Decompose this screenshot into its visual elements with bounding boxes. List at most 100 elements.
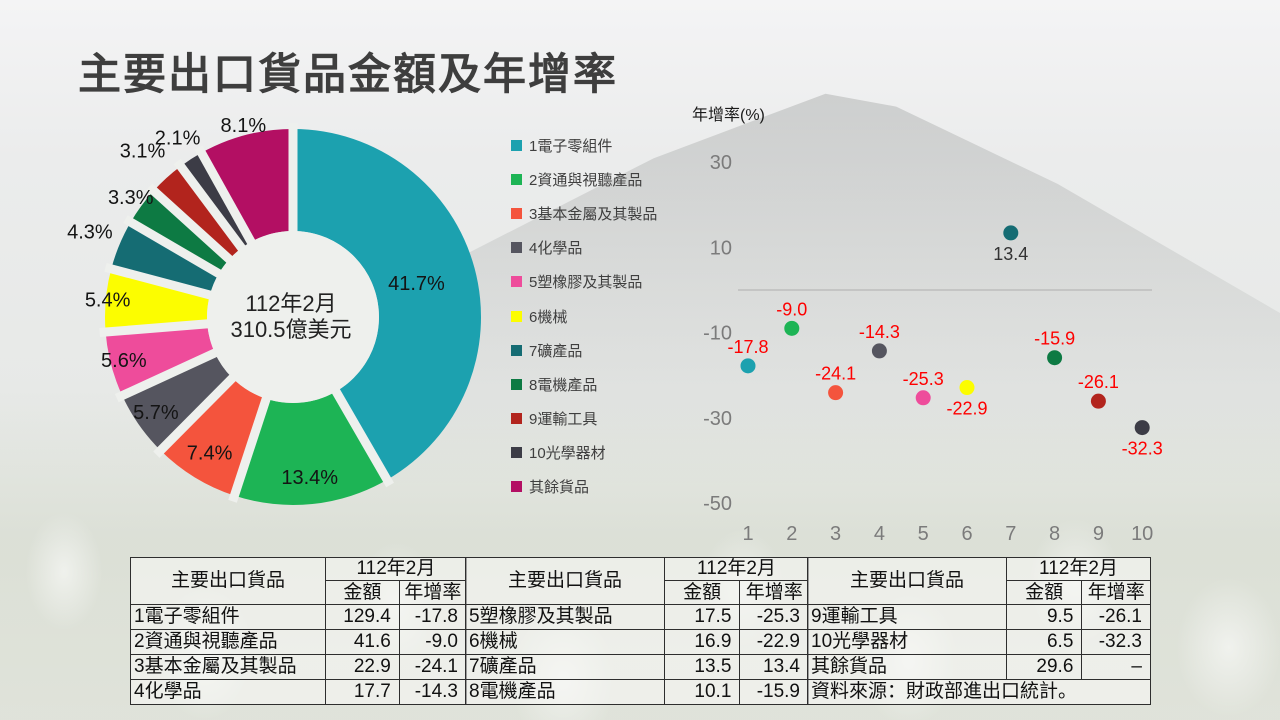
table-cell-name: 其餘貨品 (807, 654, 1007, 680)
scatter-y-tick: 10 (710, 237, 732, 259)
legend-swatch-icon (511, 481, 522, 493)
scatter-x-tick: 10 (1131, 523, 1153, 545)
table-cell-amount: 13.5 (663, 654, 741, 680)
table-cell-amount: 29.6 (1005, 654, 1083, 680)
table-row: 2資通與視聽產品 41.6 -9.0 (130, 629, 468, 655)
table-header-col: 年增率 (398, 580, 468, 605)
donut-slice-gap (326, 378, 394, 488)
legend-item: 8電機產品 (511, 367, 657, 401)
donut-center-period: 112年2月 (245, 291, 336, 316)
legend-label: 8電機產品 (529, 376, 598, 394)
scatter-point-9 (1090, 393, 1106, 409)
scatter-x-tick: 6 (961, 523, 972, 545)
table-cell-name: 3基本金屬及其製品 (130, 654, 326, 680)
table-cell-amount: 6.5 (1005, 629, 1083, 655)
legend-label: 3基本金屬及其製品 (529, 205, 658, 223)
scatter-point-5 (915, 390, 931, 406)
scatter-point-2 (784, 320, 800, 336)
legend-item: 3基本金屬及其製品 (511, 196, 657, 230)
donut-slice-gap (228, 385, 275, 503)
table-header-name: 主要出口貨品 (130, 557, 326, 605)
donut-slice-gap (114, 343, 228, 403)
table-cell-name: 2資通與視聽產品 (130, 629, 326, 655)
table-cell-name: 10光學器材 (807, 629, 1007, 655)
donut-percent-label: 5.6% (101, 350, 147, 372)
scatter-point-3 (828, 385, 844, 401)
table-cell-amount: 129.4 (324, 604, 400, 630)
donut-slice-gap (123, 215, 232, 284)
donut-slice-gap (153, 366, 245, 458)
table-cell-name: 4化學品 (130, 679, 326, 705)
table-subheader-row: 金額 年增率 (131, 580, 468, 605)
scatter-point-7 (1003, 225, 1019, 241)
legend-item: 6機械 (511, 299, 657, 333)
scatter-x-tick: 7 (1005, 523, 1016, 545)
scatter-point-label: -25.3 (903, 369, 944, 389)
legend-swatch-icon (511, 344, 522, 356)
legend-item: 4化學品 (511, 231, 657, 265)
scatter-y-tick: -30 (703, 408, 732, 430)
table-header-col: 年增率 (739, 580, 809, 605)
table-row: 9運輸工具 9.5 -26.1 (807, 604, 1151, 630)
scatter-y-tick: 30 (710, 152, 732, 174)
scatter-point-6 (959, 380, 975, 396)
table-header-period: 112年2月 (1005, 557, 1152, 581)
scatter-point-1 (740, 358, 756, 374)
legend-swatch-icon (511, 310, 522, 322)
table-source-row: 資料來源：財政部進出口統計。 (807, 679, 1151, 705)
legend-item: 5塑橡膠及其製品 (511, 265, 657, 299)
scatter-point-label: -14.3 (859, 322, 900, 342)
legend-swatch-icon (511, 378, 522, 390)
table-row: 7礦產品 13.5 13.4 (465, 654, 809, 680)
table-cell-amount: 17.7 (324, 679, 400, 705)
legend-item: 9運輸工具 (511, 402, 657, 436)
table-cell-name: 9運輸工具 (807, 604, 1007, 630)
donut-center-amount: 310.5億美元 (230, 317, 351, 342)
scatter-point-label: -9.0 (776, 299, 807, 319)
scatter-point-8 (1047, 350, 1063, 366)
table-header-period: 112年2月 (663, 557, 810, 581)
table-row: 4化學品 17.7 -14.3 (130, 679, 468, 705)
legend-swatch-icon (511, 173, 522, 185)
donut-percent-label: 3.1% (120, 140, 166, 162)
table-header-col: 金額 (324, 580, 400, 605)
export-table-2: 主要出口貨品 112年2月 金額 年增率 5塑橡膠及其製品 17.5 -25.3 6機械 16.… (465, 557, 810, 705)
scatter-point-label: -32.3 (1122, 439, 1163, 459)
table-cell-rate: -17.8 (398, 604, 468, 630)
legend-item: 10光學器材 (511, 436, 657, 470)
table-cell-rate: -14.3 (398, 679, 468, 705)
table-cell-amount: 22.9 (324, 654, 400, 680)
table-row: 1電子零組件 129.4 -17.8 (130, 604, 468, 630)
legend-label: 5塑橡膠及其製品 (529, 274, 643, 292)
legend-label: 6機械 (529, 308, 568, 326)
table-cell-name: 8電機產品 (465, 679, 665, 705)
legend-label: 1電子零組件 (529, 137, 613, 155)
table-cell-rate: -22.9 (739, 629, 809, 655)
table-row: 5塑橡膠及其製品 17.5 -25.3 (465, 604, 809, 630)
scatter-x-tick: 3 (830, 523, 841, 545)
legend-swatch-icon (511, 139, 522, 151)
table-cell-rate: -26.1 (1081, 604, 1151, 630)
legend-label: 7礦產品 (529, 342, 583, 360)
scatter-x-tick: 5 (918, 523, 929, 545)
legend-label: 10光學器材 (529, 445, 606, 463)
table-header-name: 主要出口貨品 (807, 557, 1007, 605)
table-row: 6機械 16.9 -22.9 (465, 629, 809, 655)
legend-label: 其餘貨品 (529, 479, 590, 497)
scatter-point-10 (1134, 420, 1150, 436)
table-subheader-row: 金額 年增率 (808, 580, 1151, 605)
donut-chart-svg: 41.7% 13.4% 7.4% 5.7% 5.6% 5.4% 4.3% 3.3% 3.1%2.… (67, 115, 481, 505)
donut-percent-label: 7.4% (187, 442, 233, 464)
donut-slice-5 (105, 323, 215, 396)
table-subheader-row: 金額 年增率 (466, 580, 809, 605)
scatter-point-label: -17.8 (727, 337, 768, 357)
scatter-chart-svg: 年增率(%) 30 10 -10 -30 -50 1 2 3 4 5 6 7 8 9 10 -17.8 -9.0 -… (692, 106, 1163, 545)
table-cell-name: 7礦產品 (465, 654, 665, 680)
scatter-point-label: -15.9 (1034, 329, 1075, 349)
table-header-col: 金額 (1005, 580, 1083, 605)
donut-slice-gap (146, 183, 242, 271)
table-cell-amount: 16.9 (663, 629, 741, 655)
donut-slice-11 (201, 129, 293, 242)
scatter-chart: 年增率(%) 30 10 -10 -30 -50 1 2 3 4 5 6 7 8 9 10 -17.8 -9.0 -… (660, 95, 1230, 555)
table-cell-rate: -32.3 (1081, 629, 1151, 655)
